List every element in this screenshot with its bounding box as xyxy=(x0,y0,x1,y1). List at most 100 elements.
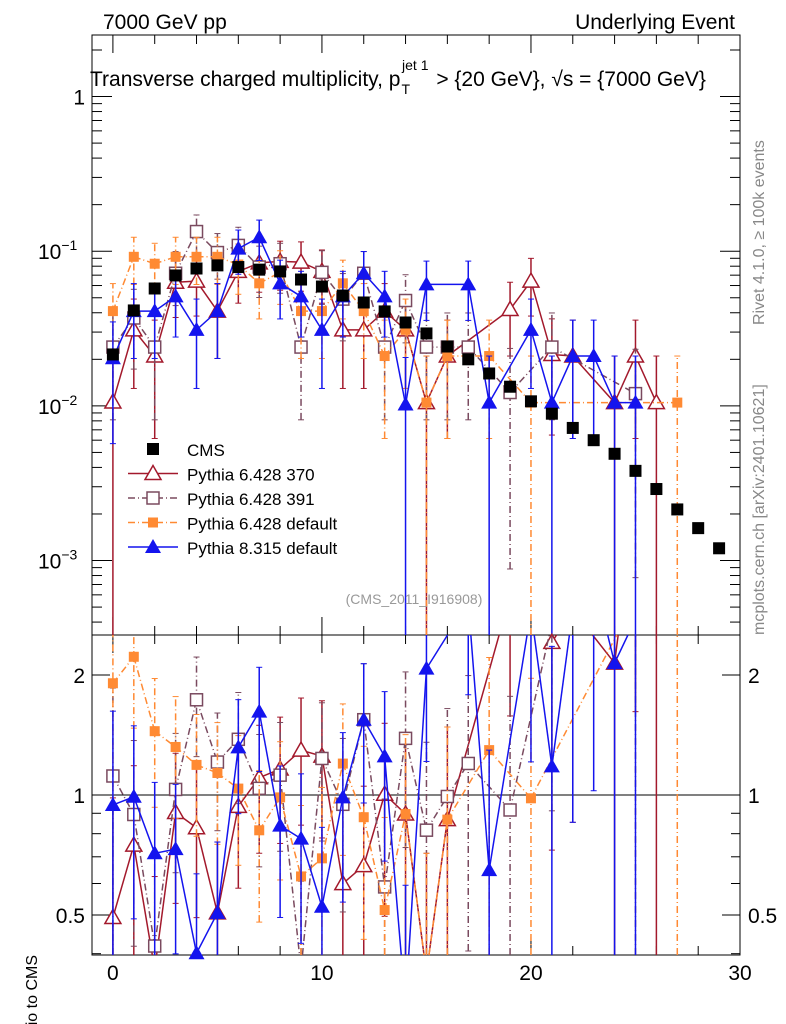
data-point xyxy=(461,340,476,354)
legend-label: Pythia 6.428 default xyxy=(187,515,338,534)
data-point xyxy=(692,522,705,535)
series-line xyxy=(342,719,365,798)
series-line xyxy=(363,793,386,866)
series-line xyxy=(533,634,553,767)
legend-marker xyxy=(145,539,161,553)
series-line xyxy=(133,845,154,956)
series-line xyxy=(634,355,658,403)
analysis-label: (CMS_2011_I916908) xyxy=(346,591,483,607)
x-tick-label: 20 xyxy=(519,962,542,985)
series-line xyxy=(133,814,156,947)
series-line xyxy=(301,758,323,956)
series-line xyxy=(530,329,553,403)
data-point xyxy=(421,397,432,408)
legend-marker xyxy=(146,491,160,505)
legend-label: Pythia 6.428 391 xyxy=(187,490,315,509)
data-point xyxy=(525,793,536,804)
data-point xyxy=(170,741,181,752)
ratio-tick-label: 2 xyxy=(748,665,760,688)
data-point xyxy=(587,434,600,447)
data-point xyxy=(545,340,559,354)
series-line xyxy=(363,273,386,348)
series-line xyxy=(363,719,386,757)
data-point xyxy=(272,817,289,832)
series-line xyxy=(112,844,135,918)
header-right: Underlying Event xyxy=(575,11,735,34)
series-line xyxy=(551,634,571,767)
data-point xyxy=(647,393,666,410)
series-line xyxy=(237,739,260,789)
data-point xyxy=(418,660,435,675)
title-superscript: jet 1 xyxy=(401,57,429,73)
data-point xyxy=(188,321,205,336)
series-line xyxy=(321,797,344,907)
data-point xyxy=(149,726,160,737)
series-line xyxy=(279,775,301,956)
legend-item: CMS xyxy=(147,441,225,460)
series-line xyxy=(195,912,219,954)
data-point xyxy=(295,273,308,286)
data-point xyxy=(357,296,370,309)
data-point xyxy=(399,316,412,329)
series-line xyxy=(237,788,260,831)
series-line xyxy=(383,756,402,956)
data-point xyxy=(461,756,476,771)
data-point xyxy=(253,263,266,276)
series-line xyxy=(425,355,449,403)
data-point xyxy=(606,394,623,409)
series-line xyxy=(383,738,407,888)
data-point xyxy=(146,303,163,318)
data-point xyxy=(291,740,311,757)
data-point xyxy=(212,767,223,778)
data-point xyxy=(315,280,328,293)
data-point xyxy=(566,421,579,434)
data-point xyxy=(313,898,330,913)
series-line xyxy=(383,813,407,911)
data-point xyxy=(606,655,623,670)
legend-item: Pythia 8.315 default xyxy=(128,539,338,558)
legend-item: Pythia 6.428 default xyxy=(128,515,338,534)
data-point xyxy=(543,394,560,409)
series-line xyxy=(195,827,219,914)
series-line xyxy=(112,329,135,403)
data-point xyxy=(336,289,349,302)
ratio-panel xyxy=(103,632,679,960)
data-point xyxy=(169,269,182,282)
data-point xyxy=(232,261,245,274)
data-point xyxy=(313,321,330,336)
data-point xyxy=(315,751,329,766)
ratio-tick-label: 2 xyxy=(73,665,85,688)
data-point xyxy=(209,904,226,919)
series-line xyxy=(300,838,323,907)
series-line xyxy=(174,231,198,274)
data-point xyxy=(608,447,621,460)
data-point xyxy=(378,305,391,318)
series-line xyxy=(407,668,428,956)
data-point xyxy=(212,251,223,262)
data-point xyxy=(355,711,372,726)
series-line xyxy=(551,355,574,403)
ratio-tick-label: 1 xyxy=(748,785,760,808)
data-point xyxy=(545,407,558,420)
data-point xyxy=(191,759,202,770)
series-line xyxy=(404,329,428,403)
chart-title: Transverse charged multiplicity, pTjet 1… xyxy=(90,57,706,97)
data-point xyxy=(379,351,390,362)
series-line xyxy=(613,355,637,403)
y-tick-label: 10−1 xyxy=(38,237,78,264)
series-line xyxy=(300,272,323,348)
series-line xyxy=(216,747,240,914)
data-point xyxy=(293,288,310,303)
data-point xyxy=(104,796,121,811)
data-point xyxy=(671,503,684,516)
data-point xyxy=(503,803,517,817)
data-point xyxy=(190,262,203,275)
data-point xyxy=(189,693,204,707)
data-point xyxy=(504,380,517,393)
series-line xyxy=(592,634,616,664)
series-line xyxy=(488,634,528,871)
title-rest: > {20 GeV}, √s = {7000 GeV} xyxy=(430,68,705,91)
data-point xyxy=(481,394,498,409)
data-point xyxy=(585,348,602,363)
mcplots-label: mcplots.cern.ch [arXiv:2401.10621] xyxy=(751,384,768,635)
